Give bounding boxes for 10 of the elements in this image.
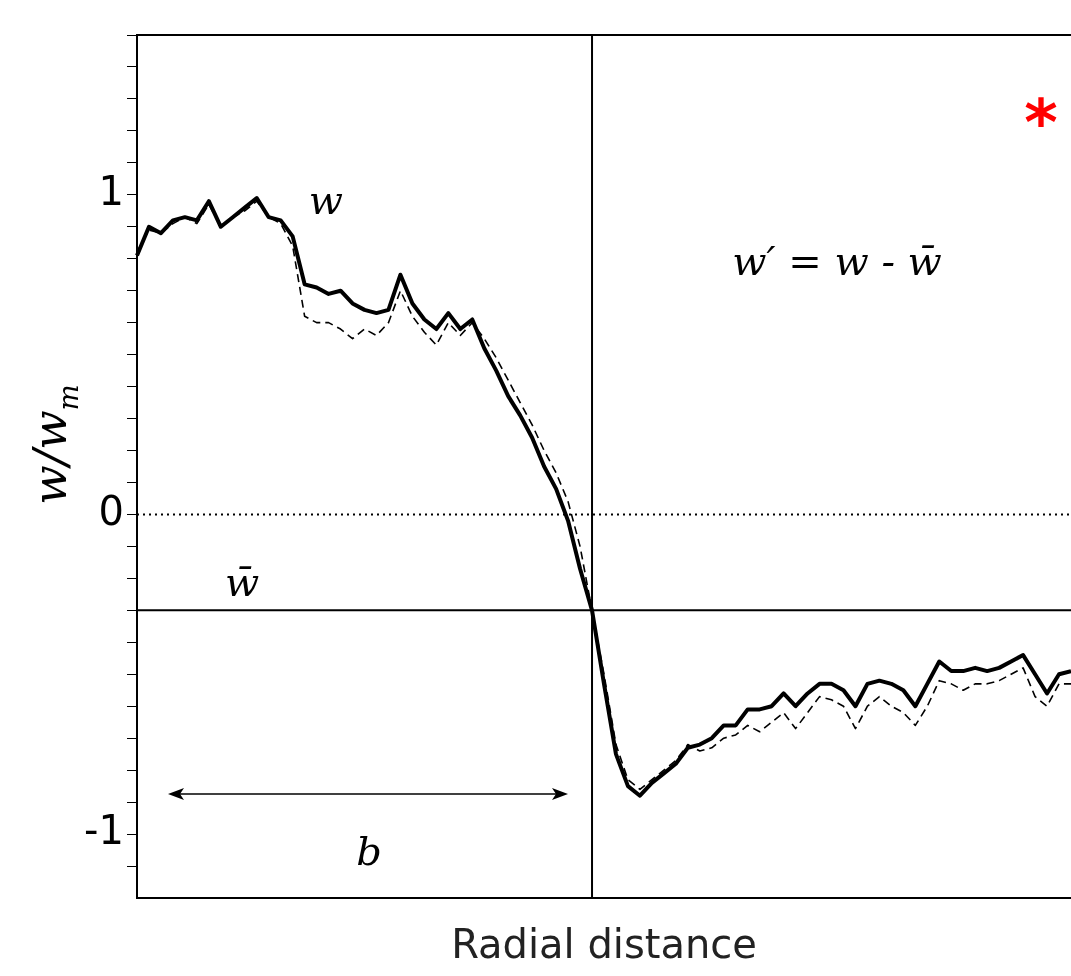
y-tick-label: 1 bbox=[98, 168, 124, 215]
y-axis-title: w/wm bbox=[23, 384, 85, 505]
y-tick-label: -1 bbox=[84, 807, 124, 854]
series-label: w bbox=[308, 177, 343, 224]
annotation: * bbox=[1024, 86, 1058, 160]
x-axis-title: Radial distance bbox=[451, 921, 757, 968]
y-tick-label: 0 bbox=[98, 487, 124, 534]
annotation: b bbox=[356, 828, 382, 874]
annotation: w′ = w - w̄ bbox=[732, 238, 942, 284]
ref-line-label: w̄ bbox=[224, 559, 260, 606]
